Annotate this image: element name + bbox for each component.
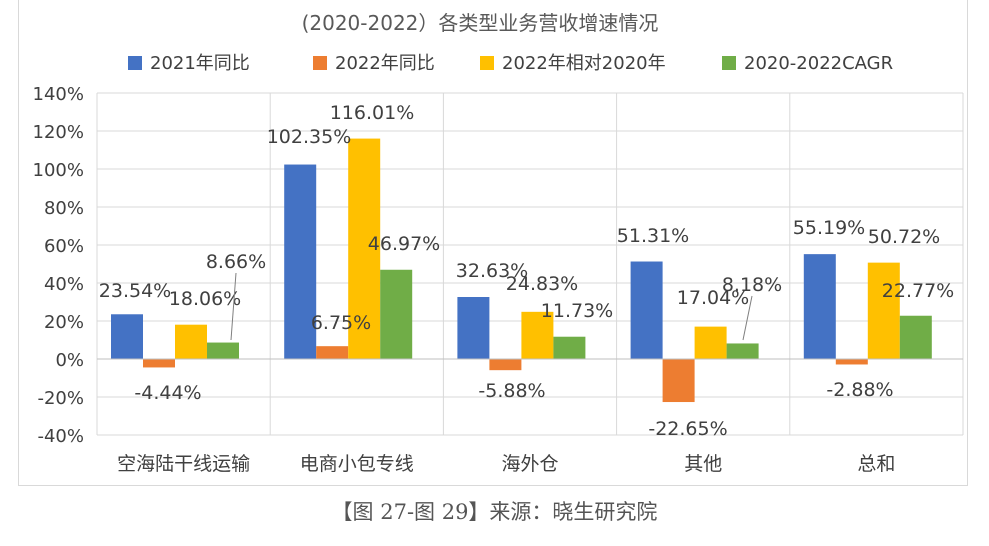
x-tick-label: 海外仓 — [501, 453, 558, 475]
data-label-2-3: 11.73% — [541, 300, 613, 322]
y-tick-label: 80% — [44, 198, 84, 219]
bar-1-1 — [316, 346, 349, 359]
bar-0-2 — [175, 324, 207, 359]
data-label-4-3: 22.77% — [882, 280, 954, 302]
data-label-3-3: 8.18% — [722, 274, 782, 296]
bar-4-1 — [835, 359, 868, 365]
bar-4-3 — [899, 315, 932, 359]
bar-2-3 — [553, 336, 586, 359]
legend-swatch-2 — [480, 56, 494, 70]
legend-swatch-0 — [128, 56, 142, 70]
x-tick-label: 空海陆干线运输 — [117, 453, 250, 475]
bar-0-1 — [143, 359, 175, 368]
x-tick-label: 其他 — [684, 453, 722, 475]
data-label-0-3: 8.66% — [206, 251, 266, 273]
legend-label-0: 2021年同比 — [150, 53, 250, 74]
data-label-4-0: 55.19% — [793, 217, 865, 239]
bar-1-0 — [284, 164, 317, 359]
bar-0-0 — [111, 314, 143, 359]
data-label-0-1: -4.44% — [134, 382, 201, 404]
bar-2-1 — [489, 359, 522, 371]
x-tick-label: 总和 — [857, 453, 895, 475]
y-tick-label: 100% — [33, 160, 84, 181]
bar-3-2 — [694, 326, 727, 359]
y-tick-label: 20% — [44, 312, 84, 333]
bar-3-0 — [630, 261, 663, 359]
legend-label-3: 2020-2022CAGR — [744, 53, 893, 74]
data-label-1-1: 6.75% — [311, 312, 371, 334]
bar-1-3 — [380, 269, 413, 359]
legend-swatch-3 — [722, 56, 736, 70]
y-tick-label: 140% — [33, 84, 84, 105]
bar-0-3 — [207, 342, 239, 359]
data-label-leader — [742, 295, 753, 341]
data-label-3-0: 51.31% — [617, 225, 689, 247]
y-tick-label: 120% — [33, 122, 84, 143]
bar-2-0 — [457, 297, 490, 359]
bar-3-1 — [662, 359, 695, 403]
y-tick-label: 40% — [44, 274, 84, 295]
data-label-4-2: 50.72% — [868, 226, 940, 248]
bar-4-0 — [803, 254, 836, 359]
chart-frame — [18, 0, 968, 486]
data-label-1-0: 102.35% — [267, 126, 352, 148]
bar-1-2 — [348, 138, 381, 359]
y-tick-label: -20% — [37, 388, 84, 409]
data-label-2-0: 32.63% — [456, 260, 528, 282]
chart-title: (2020-2022）各类型业务营收增速情况 — [302, 11, 659, 35]
data-label-3-2: 17.04% — [677, 287, 749, 309]
data-label-4-1: -2.88% — [826, 379, 893, 401]
x-tick-label: 电商小包专线 — [300, 453, 414, 475]
bar-3-3 — [726, 343, 759, 359]
bar-4-2 — [867, 262, 900, 359]
data-label-1-2: 116.01% — [330, 102, 415, 124]
y-tick-label: -40% — [37, 426, 84, 447]
data-label-2-1: -5.88% — [478, 380, 545, 402]
data-label-2-2: 24.83% — [506, 273, 578, 295]
y-tick-label: 0% — [55, 350, 84, 371]
data-label-leader — [230, 272, 237, 341]
legend-label-1: 2022年同比 — [335, 53, 435, 74]
bar-2-2 — [521, 311, 554, 359]
data-label-0-2: 18.06% — [169, 288, 241, 310]
y-tick-label: 60% — [44, 236, 84, 257]
data-label-3-1: -22.65% — [648, 418, 727, 440]
source-caption: 【图 27-图 29】来源：晓生研究院 — [331, 500, 658, 524]
bar-chart: (2020-2022）各类型业务营收增速情况 2021年同比 2022年同比 2022… — [33, 11, 964, 475]
legend-label-2: 2022年相对2020年 — [502, 53, 666, 74]
legend-swatch-1 — [313, 56, 327, 70]
data-label-1-3: 46.97% — [368, 233, 440, 255]
data-label-0-0: 23.54% — [99, 280, 171, 302]
